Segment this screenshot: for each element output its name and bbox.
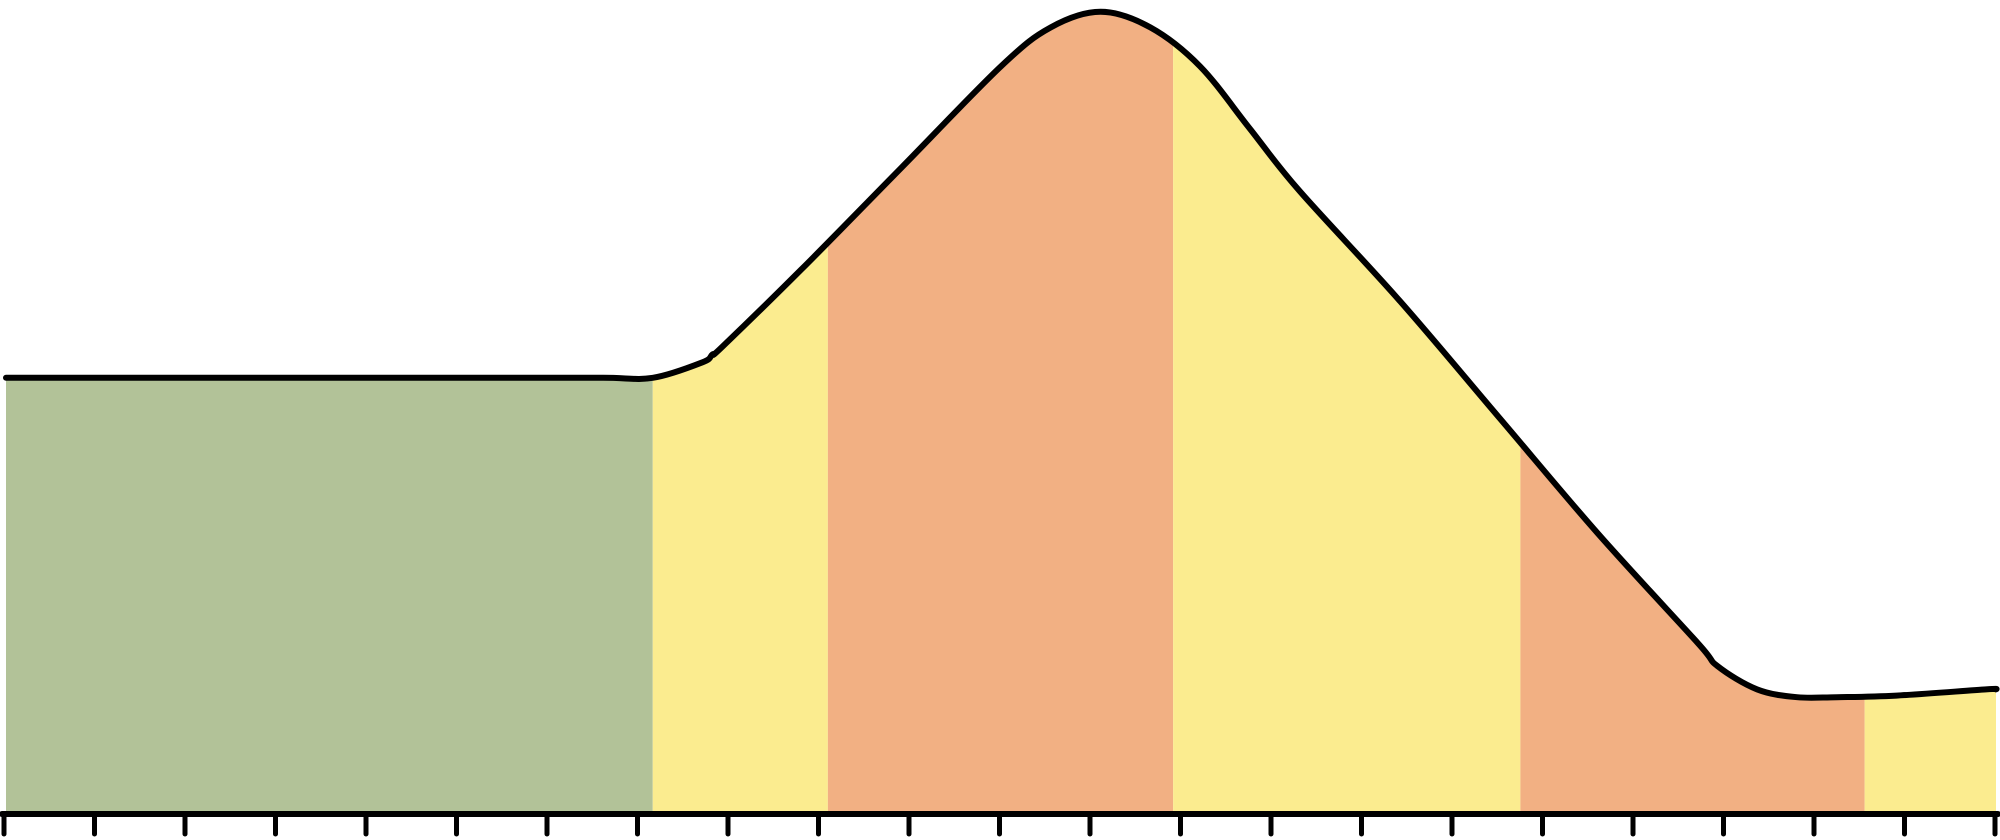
series-line [3,8,2000,701]
band-4 [1173,11,1521,814]
band-2 [652,11,828,814]
band-1 [6,11,653,814]
band-5 [1520,11,1865,814]
band-3 [827,11,1174,814]
colored-bands [6,11,1996,814]
x-axis [0,811,2000,837]
